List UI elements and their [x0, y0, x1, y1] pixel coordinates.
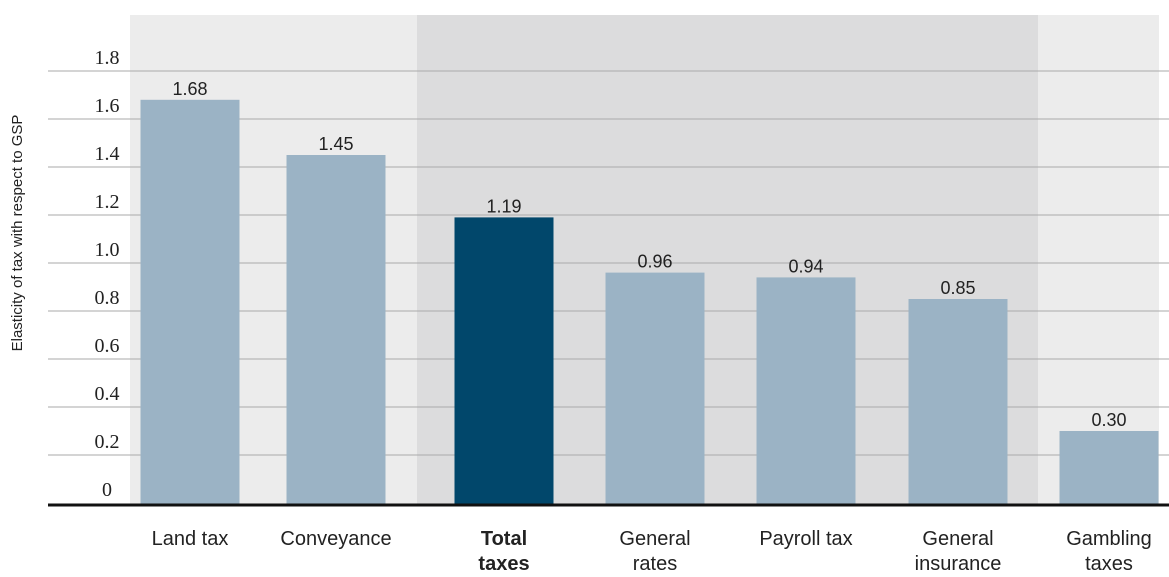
y-tick-label: 0.4: [95, 383, 120, 405]
category-label: Payroll tax: [759, 528, 852, 550]
data-label: 1.19: [486, 196, 521, 216]
category-label: General rates: [619, 528, 690, 575]
category-label: General insurance: [915, 528, 1002, 575]
y-tick-label: 0: [102, 479, 112, 501]
y-tick-label: 1.2: [95, 191, 120, 213]
category-label: Land tax: [152, 528, 229, 550]
y-tick-label: 1.6: [95, 95, 120, 117]
category-label: Total taxes: [478, 528, 529, 575]
bar: [605, 272, 705, 504]
y-tick-label: 1.4: [95, 143, 120, 165]
category-label: Conveyance: [280, 528, 391, 550]
y-tick-labels: 0 0.2 0.4 0.6 0.8 1.0 1.2 1.4 1.6 1.8: [95, 47, 120, 501]
data-label: 0.85: [940, 278, 975, 298]
category-labels: Land tax Conveyance Total taxes General rates…: [152, 528, 1152, 575]
y-tick-label: 0.6: [95, 335, 120, 357]
bar: [1059, 431, 1159, 504]
data-label: 0.96: [637, 252, 672, 272]
y-tick-label: 1.8: [95, 47, 120, 69]
bar: [140, 99, 240, 505]
data-label: 1.68: [172, 79, 207, 99]
y-tick-label: 0.8: [95, 287, 120, 309]
y-axis-label: Elasticity of tax with respect to GSP: [9, 115, 26, 352]
band-right: [1038, 15, 1159, 504]
bars: [140, 99, 1159, 505]
data-label: 0.94: [788, 256, 823, 276]
bar: [756, 277, 856, 504]
data-label: 0.30: [1091, 410, 1126, 430]
bar: [454, 217, 554, 504]
category-label: Gambling taxes: [1066, 528, 1152, 575]
bar: [908, 299, 1008, 504]
y-tick-label: 0.2: [95, 431, 120, 453]
data-labels: 1.68 1.45 1.19 0.96 0.94 0.85 0.30: [172, 79, 1126, 430]
bar: [286, 155, 386, 504]
data-label: 1.45: [318, 134, 353, 154]
y-tick-label: 1.0: [95, 239, 120, 261]
